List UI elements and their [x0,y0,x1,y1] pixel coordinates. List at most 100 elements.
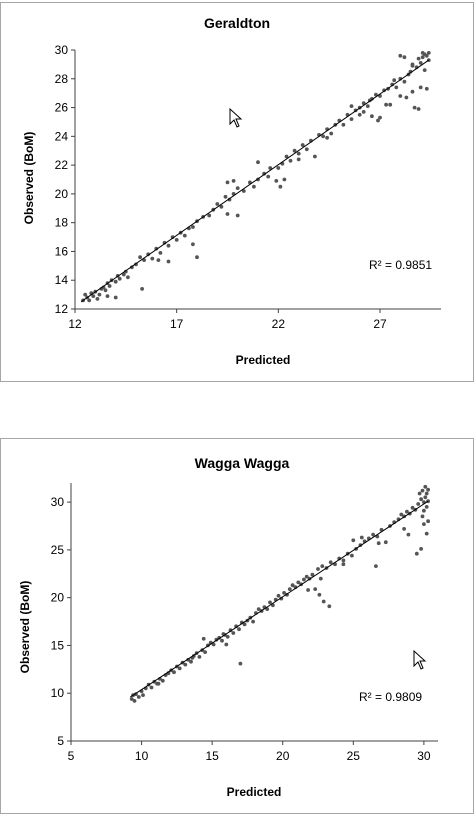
data-point [288,158,293,163]
data-point [296,580,301,585]
data-point [300,143,305,147]
data-point [422,522,426,526]
data-point [166,259,171,264]
data-point [215,202,220,206]
data-point [426,487,430,492]
data-point [132,699,137,703]
y-tick-label: 15 [51,638,65,652]
y-tick-label: 18 [55,216,69,230]
data-point [374,564,378,568]
data-point [374,92,378,97]
data-point [228,628,233,633]
y-tick-label: 26 [55,101,69,115]
y-tick-label: 30 [51,495,65,509]
data-point [287,587,292,591]
data-point [231,179,236,183]
y-tick-label: 24 [55,129,69,143]
chart-wagga-wagga: Wagga Wagga Predicted Observed (BoM) R² … [18,455,438,799]
data-point [138,255,143,260]
plot-area: 5 10 15 20 25 30 5 10 15 20 25 30 [51,483,438,763]
data-point [423,495,428,500]
data-point [394,85,399,90]
data-point [256,607,261,611]
data-point [276,166,281,170]
data-point [278,184,283,189]
data-point [402,527,406,531]
data-point [225,212,230,216]
data-point [359,535,364,540]
y-tick-label: 10 [51,686,65,700]
mouse-cursor-icon [229,107,243,128]
data-point [182,233,187,238]
data-point [235,213,240,218]
data-point [105,294,110,298]
data-point [197,655,202,659]
data-point [126,275,130,280]
data-point [410,89,415,94]
data-point [266,174,271,179]
plot-area: 12 14 16 18 20 22 24 26 28 30 12 17 22 27 [55,43,441,331]
mouse-cursor-icon [413,649,427,670]
data-point [402,55,407,60]
data-point [419,497,423,502]
data-point [158,251,163,255]
data-point [223,194,228,199]
data-point [203,650,208,654]
y-tick-label: 22 [55,158,69,172]
data-point [251,619,256,624]
data-point [318,576,323,581]
data-point [241,189,246,193]
chart-panel-wagga-wagga: Wagga Wagga Predicted Observed (BoM) R² … [0,438,474,814]
data-point [349,117,354,121]
data-point [201,636,206,641]
data-point [341,122,346,127]
data-point [404,95,409,100]
data-point [166,243,171,248]
r-squared-annotation: R² = 0.9809 [359,690,422,704]
data-point [296,151,301,156]
data-point [276,593,281,598]
data-point [191,242,195,247]
data-point [172,670,176,675]
data-point [418,85,423,90]
y-tick-label: 28 [55,72,69,86]
data-point [422,68,427,72]
data-point [304,574,309,579]
data-point [91,294,96,298]
data-point [384,102,388,107]
data-point [87,298,92,303]
data-point [399,512,404,517]
data-point [417,491,422,496]
data-point [107,284,112,288]
chart-title: Geraldton [204,15,270,31]
data-point [424,491,429,496]
data-point [341,562,346,567]
x-tick-label: 15 [205,749,219,763]
x-tick-label: 5 [68,749,75,763]
x-tick-label: 17 [170,317,184,331]
data-point [426,51,431,55]
data-point [235,186,240,191]
data-point [410,505,415,510]
data-point [414,551,419,556]
data-point [129,697,134,701]
chart-geraldton: Geraldton Predicted Observed (BoM) R² = … [22,15,441,367]
data-point [383,540,388,545]
data-point [231,631,236,635]
data-point [321,134,325,139]
data-point [310,572,315,577]
data-point [350,553,354,558]
data-point [416,502,421,506]
data-point [238,661,243,666]
data-point [156,681,161,686]
data-point [365,104,370,108]
x-tick-label: 22 [272,317,286,331]
data-point [426,519,430,524]
data-point [195,255,199,260]
data-point [136,695,141,699]
data-point [274,179,279,183]
x-tick-label: 12 [68,317,82,331]
data-point [317,592,322,597]
data-point [313,587,318,591]
data-point [424,505,429,509]
